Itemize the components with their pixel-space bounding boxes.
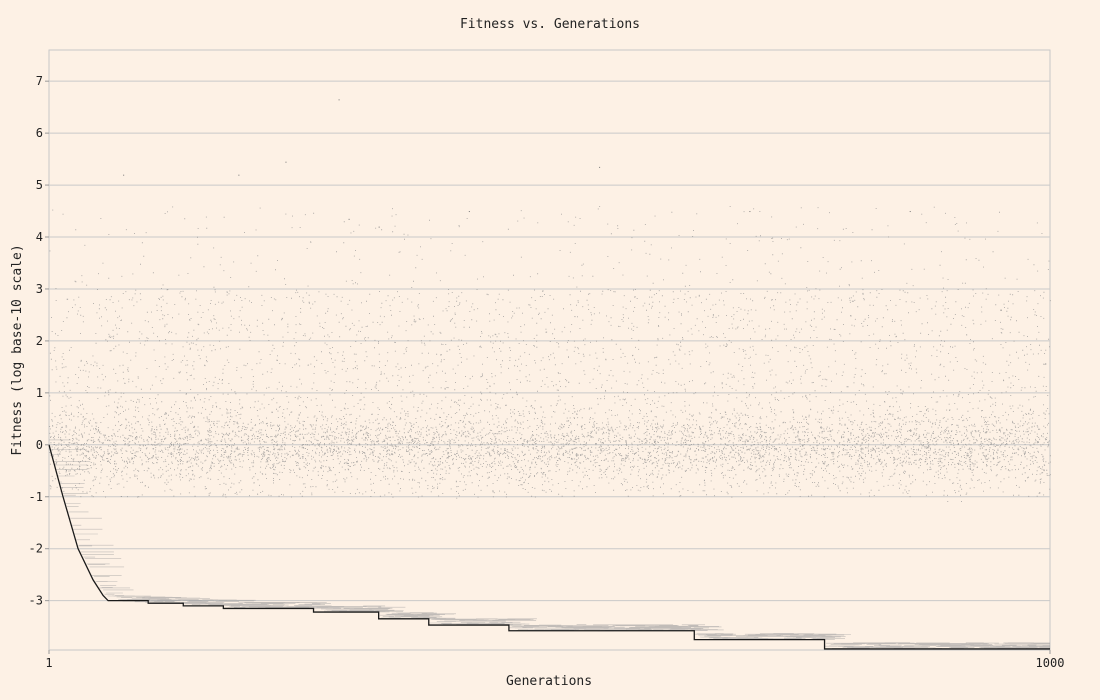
y-tick-label: -3: [29, 594, 43, 608]
population-outlier: [749, 211, 751, 213]
y-tick-label: 2: [36, 334, 43, 348]
population-outlier: [378, 226, 380, 228]
y-axis-ticks: -3 -2 -1 0 1 2 3 4 5 6 7: [29, 74, 49, 608]
x-axis-label: Generations: [506, 674, 592, 689]
chart-title: Fitness vs. Generations: [460, 17, 640, 32]
y-tick-label: -2: [29, 542, 43, 556]
x-tick-label: 1: [45, 656, 52, 670]
population-outlier: [338, 99, 340, 101]
y-tick-label: 4: [36, 230, 43, 244]
y-tick-label: 5: [36, 178, 43, 192]
y-tick-label: 7: [36, 74, 43, 88]
plot-area: [48, 49, 1051, 651]
y-tick-label: 3: [36, 282, 43, 296]
population-outlier: [285, 161, 287, 163]
population-outlier: [599, 166, 601, 168]
x-axis-ticks: 1 1000: [45, 650, 1064, 670]
population-outlier: [238, 174, 240, 176]
population-outlier: [909, 211, 911, 213]
population-outlier: [348, 218, 350, 220]
grid: [49, 80, 1050, 602]
y-axis-label: Fitness (log base-10 scale): [10, 244, 25, 455]
x-tick-label: 1000: [1036, 656, 1065, 670]
best-fitness-line: [48, 444, 1050, 650]
y-tick-label: 0: [36, 438, 43, 452]
best-fitness-path: [48, 444, 1050, 650]
population-points: [49, 99, 1051, 502]
y-tick-label: 6: [36, 126, 43, 140]
y-tick-label: -1: [29, 490, 43, 504]
population-outlier: [123, 174, 125, 176]
y-tick-label: 1: [36, 386, 43, 400]
population-outlier: [468, 211, 470, 213]
